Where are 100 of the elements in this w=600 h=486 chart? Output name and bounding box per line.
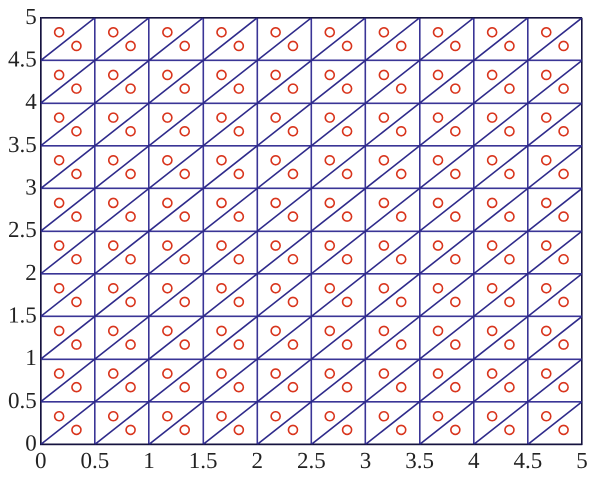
y-tick-label: 0.5 bbox=[8, 388, 37, 413]
point bbox=[162, 368, 173, 379]
point bbox=[216, 410, 227, 422]
y-tick-label: 5 bbox=[25, 4, 37, 29]
point bbox=[432, 27, 444, 38]
point bbox=[179, 126, 190, 137]
point bbox=[558, 83, 569, 94]
point bbox=[396, 168, 407, 180]
point bbox=[234, 211, 244, 222]
point bbox=[378, 240, 390, 251]
y-tick-label: 0 bbox=[25, 430, 37, 456]
point bbox=[504, 83, 515, 94]
point bbox=[324, 70, 336, 80]
point bbox=[324, 282, 336, 294]
point bbox=[216, 70, 227, 80]
point bbox=[270, 198, 281, 208]
point bbox=[216, 282, 227, 294]
point bbox=[288, 40, 298, 52]
point bbox=[108, 282, 119, 294]
point bbox=[378, 154, 390, 166]
point bbox=[179, 424, 190, 436]
point bbox=[54, 326, 64, 336]
point bbox=[108, 410, 119, 422]
point bbox=[558, 126, 569, 137]
point bbox=[216, 154, 227, 166]
point bbox=[432, 70, 444, 80]
point bbox=[396, 83, 407, 94]
point bbox=[450, 126, 461, 137]
point bbox=[71, 382, 82, 393]
point bbox=[342, 424, 352, 436]
point bbox=[342, 211, 352, 222]
point bbox=[378, 112, 390, 123]
point bbox=[125, 168, 136, 180]
point bbox=[504, 126, 515, 137]
point bbox=[396, 40, 407, 52]
point bbox=[71, 211, 82, 222]
point bbox=[234, 126, 244, 137]
y-tick-label: 4 bbox=[25, 89, 38, 114]
point bbox=[71, 126, 82, 137]
point bbox=[125, 254, 136, 265]
point bbox=[125, 40, 136, 52]
point bbox=[71, 168, 82, 180]
point bbox=[288, 83, 298, 94]
point bbox=[540, 368, 552, 379]
point bbox=[540, 282, 552, 294]
point bbox=[54, 112, 64, 123]
point bbox=[378, 326, 390, 336]
point bbox=[54, 282, 64, 294]
point bbox=[378, 198, 390, 208]
point bbox=[108, 368, 119, 379]
x-tick-label: 0.5 bbox=[80, 448, 110, 474]
point bbox=[179, 339, 190, 350]
point bbox=[558, 40, 569, 52]
point bbox=[486, 70, 498, 80]
point bbox=[324, 112, 336, 123]
point bbox=[270, 410, 281, 422]
point bbox=[342, 126, 352, 137]
point bbox=[179, 168, 190, 180]
point bbox=[540, 70, 552, 80]
point bbox=[71, 424, 82, 436]
point bbox=[324, 240, 336, 251]
point bbox=[270, 27, 281, 38]
point bbox=[54, 240, 64, 251]
y-tick-label: 2.5 bbox=[8, 217, 37, 242]
point bbox=[342, 296, 352, 308]
point bbox=[450, 254, 461, 265]
point bbox=[486, 368, 498, 379]
x-tick-label: 5 bbox=[576, 448, 588, 474]
point bbox=[450, 40, 461, 52]
point bbox=[558, 168, 569, 180]
point bbox=[270, 368, 281, 379]
point bbox=[540, 240, 552, 251]
point bbox=[324, 198, 336, 208]
point bbox=[216, 198, 227, 208]
point bbox=[486, 282, 498, 294]
point bbox=[234, 83, 244, 94]
point bbox=[486, 112, 498, 123]
point bbox=[162, 326, 173, 336]
point bbox=[558, 382, 569, 393]
point bbox=[125, 339, 136, 350]
point bbox=[108, 27, 119, 38]
point bbox=[162, 198, 173, 208]
point bbox=[288, 126, 298, 137]
point bbox=[125, 211, 136, 222]
point bbox=[179, 40, 190, 52]
point bbox=[162, 112, 173, 123]
point bbox=[504, 296, 515, 308]
point bbox=[378, 27, 390, 38]
point bbox=[396, 382, 407, 393]
y-tick-label: 4.5 bbox=[8, 46, 37, 72]
point bbox=[125, 83, 136, 94]
point bbox=[432, 240, 444, 251]
point bbox=[558, 424, 569, 436]
point bbox=[234, 254, 244, 265]
y-tick-label: 1.5 bbox=[8, 302, 37, 328]
point bbox=[288, 339, 298, 350]
point bbox=[54, 154, 64, 166]
point bbox=[558, 254, 569, 265]
point bbox=[504, 254, 515, 265]
point bbox=[540, 198, 552, 208]
